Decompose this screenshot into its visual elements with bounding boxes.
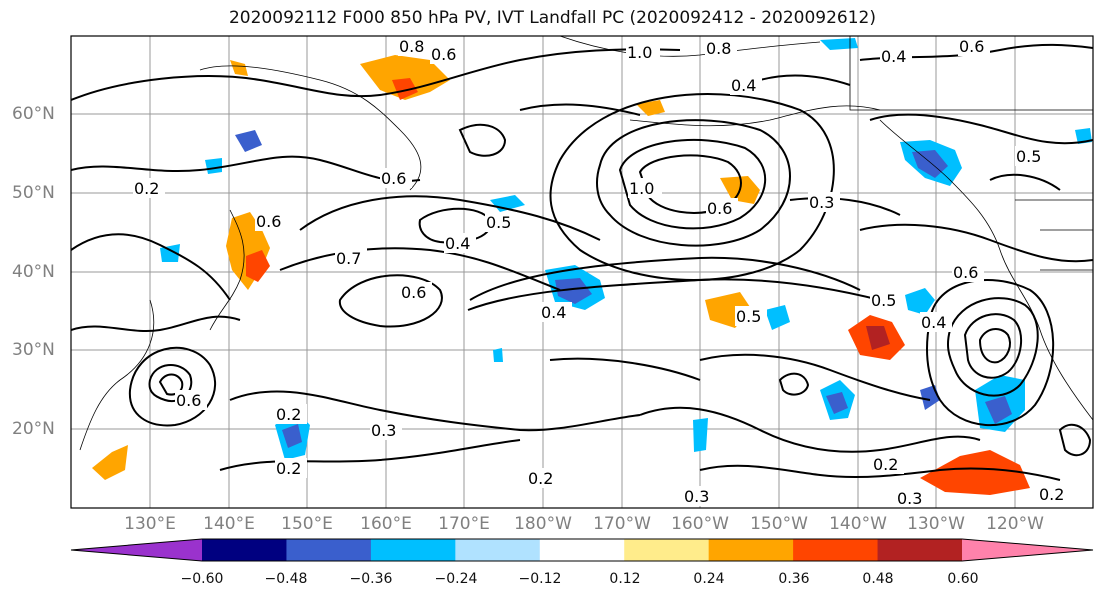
lon-label: 160°E bbox=[360, 514, 412, 534]
lat-label: 30°N bbox=[12, 340, 55, 360]
colorbar-tick-label: −0.12 bbox=[518, 571, 562, 587]
contour-label: 1.0 bbox=[629, 179, 654, 198]
colorbar-tick-label: −0.36 bbox=[349, 571, 393, 587]
contour-label: 0.2 bbox=[276, 405, 301, 424]
contour-label: 0.4 bbox=[445, 234, 470, 253]
lon-label: 120°W bbox=[986, 514, 1044, 534]
contour-label: 0.6 bbox=[431, 45, 456, 64]
colorbar-tick-label: −0.48 bbox=[264, 571, 308, 587]
lon-label: 160°W bbox=[671, 514, 729, 534]
map-border bbox=[70, 35, 1094, 509]
colorbar-tick-label: 0.12 bbox=[609, 571, 641, 587]
contour-label: 0.2 bbox=[276, 459, 301, 478]
contour-label: 1.0 bbox=[627, 43, 652, 62]
contour-label: 0.5 bbox=[736, 307, 761, 326]
lon-label: 150°E bbox=[281, 514, 333, 534]
contour-label: 0.6 bbox=[381, 169, 406, 188]
contour-label: 0.4 bbox=[881, 47, 906, 66]
colorbar-tick-label: 0.24 bbox=[693, 571, 725, 587]
colorbar-tick-label: 0.36 bbox=[778, 571, 810, 587]
lat-label: 40°N bbox=[12, 262, 55, 282]
contour-label: 0.5 bbox=[1016, 147, 1041, 166]
contour-label: 0.2 bbox=[1039, 485, 1064, 504]
colorbar-tick-label: 0.48 bbox=[862, 571, 894, 587]
colorbar-tick-label: −0.60 bbox=[180, 571, 224, 587]
lon-label: 150°W bbox=[750, 514, 808, 534]
lat-label: 20°N bbox=[12, 419, 55, 439]
contour-label: 0.5 bbox=[486, 213, 511, 232]
contour-label: 0.6 bbox=[959, 37, 984, 56]
contour-label: 0.7 bbox=[336, 249, 361, 268]
map-title: 2020092112 F000 850 hPa PV, IVT Landfall… bbox=[228, 8, 876, 28]
contour-label: 0.6 bbox=[707, 199, 732, 218]
contour-label: 0.4 bbox=[921, 313, 946, 332]
lat-label: 50°N bbox=[12, 183, 55, 203]
contour-label: 0.2 bbox=[528, 469, 553, 488]
lon-label: 130°W bbox=[907, 514, 965, 534]
coastlines bbox=[79, 36, 1093, 451]
ivt-pc-shading bbox=[92, 38, 1092, 495]
contour-label: 0.4 bbox=[541, 303, 566, 322]
contour-label: 0.2 bbox=[134, 179, 159, 198]
contour-label: 0.4 bbox=[731, 76, 756, 95]
contour-label: 0.6 bbox=[401, 283, 426, 302]
contour-labels: 0.2 0.6 0.6 0.4 0.5 1.0 1.0 0.6 0.3 0.4 … bbox=[133, 36, 1070, 508]
contour-label: 0.3 bbox=[684, 487, 709, 506]
contour-label: 0.6 bbox=[953, 263, 978, 282]
colorbar-tick-label: 0.60 bbox=[947, 571, 979, 587]
contour-label: 0.3 bbox=[897, 489, 922, 508]
lat-label: 60°N bbox=[12, 104, 55, 124]
lon-label: 140°W bbox=[829, 514, 887, 534]
lon-label: 140°E bbox=[203, 514, 255, 534]
lon-label: 170°W bbox=[593, 514, 651, 534]
contour-label: 0.6 bbox=[256, 212, 281, 231]
contour-label: 0.8 bbox=[399, 37, 424, 56]
contour-label: 0.6 bbox=[176, 391, 201, 410]
contour-label: 0.8 bbox=[706, 39, 731, 58]
lon-label: 130°E bbox=[124, 514, 176, 534]
contour-label: 0.5 bbox=[871, 291, 896, 310]
lon-label: 180°W bbox=[514, 514, 572, 534]
colorbar-tick-label: −0.24 bbox=[434, 571, 478, 587]
contour-label: 0.3 bbox=[809, 193, 834, 212]
lon-label: 170°E bbox=[438, 514, 490, 534]
contour-label: 0.3 bbox=[371, 421, 396, 440]
contour-label: 0.2 bbox=[873, 455, 898, 474]
